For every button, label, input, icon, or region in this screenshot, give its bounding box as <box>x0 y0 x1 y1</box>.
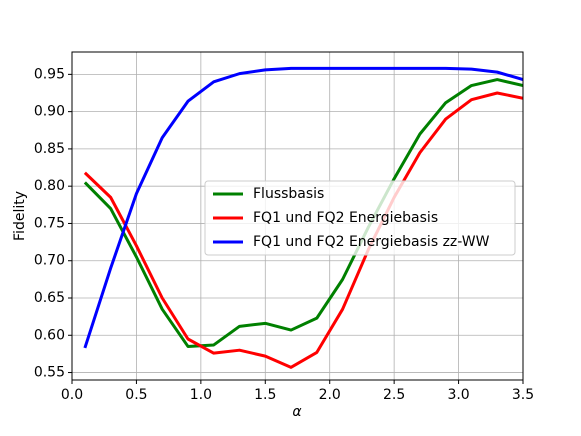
x-tick-label: 0.5 <box>125 387 147 403</box>
legend-label: Flussbasis <box>253 186 324 202</box>
y-tick-label: 0.85 <box>34 141 65 157</box>
x-tick-label: 3.0 <box>447 387 469 403</box>
legend-label: FQ1 und FQ2 Energiebasis zz-WW <box>253 234 490 250</box>
y-tick-label: 0.60 <box>34 327 65 343</box>
y-tick-label: 0.75 <box>34 215 65 231</box>
x-tick-label: 0.0 <box>61 387 83 403</box>
series-line <box>83 66 523 349</box>
y-tick-label: 0.90 <box>34 104 65 120</box>
x-tick-label: 1.0 <box>190 387 212 403</box>
x-axis-label: α <box>292 404 302 420</box>
plot-frame <box>71 51 524 381</box>
legend-box <box>204 180 516 256</box>
x-tick-label: 2.0 <box>319 387 341 403</box>
y-tick-label: 0.55 <box>34 365 65 381</box>
y-tick-label: 0.80 <box>34 178 65 194</box>
x-tick-label: 2.5 <box>383 387 405 403</box>
series-line <box>83 78 523 348</box>
y-axis-label: Fidelity <box>12 191 28 241</box>
x-tick-label: 1.5 <box>254 387 276 403</box>
y-tick-label: 0.65 <box>34 290 65 306</box>
y-tick-label: 0.95 <box>34 66 65 82</box>
series-line <box>83 91 523 369</box>
y-tick-label: 0.70 <box>34 253 65 269</box>
legend-label: FQ1 und FQ2 Energiebasis <box>253 210 438 226</box>
x-tick-label: 3.5 <box>512 387 534 403</box>
